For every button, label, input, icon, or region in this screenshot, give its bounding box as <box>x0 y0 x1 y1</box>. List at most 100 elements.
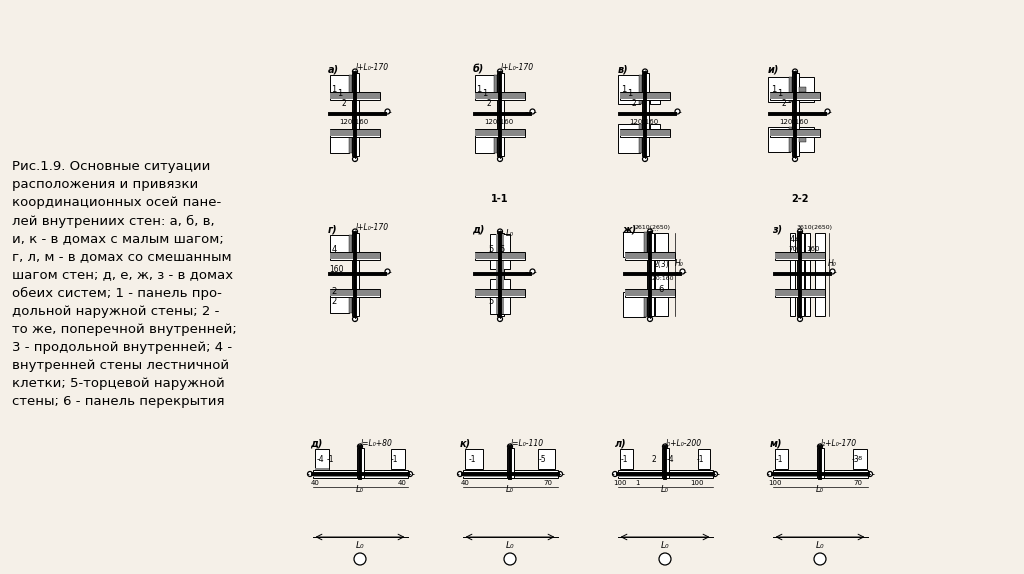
Bar <box>330 289 380 296</box>
Text: 2: 2 <box>332 297 337 306</box>
Text: L₀: L₀ <box>506 230 514 239</box>
Circle shape <box>498 316 503 321</box>
Text: l+L₀-170: l+L₀-170 <box>356 223 389 232</box>
Text: 70: 70 <box>788 246 797 252</box>
Bar <box>623 231 644 257</box>
Bar <box>799 76 813 102</box>
Text: 120:160: 120:160 <box>779 118 808 125</box>
Circle shape <box>508 444 512 449</box>
Bar <box>639 75 641 104</box>
Bar <box>330 290 349 313</box>
Circle shape <box>680 269 685 274</box>
Bar <box>772 470 867 478</box>
Bar <box>330 92 380 99</box>
Text: 120:160: 120:160 <box>339 118 368 125</box>
Bar <box>805 232 810 316</box>
Text: -1: -1 <box>696 455 703 463</box>
Text: l+L₀-170: l+L₀-170 <box>501 64 535 72</box>
Bar <box>775 251 825 259</box>
Bar <box>639 124 641 153</box>
Circle shape <box>793 69 798 74</box>
Circle shape <box>352 316 357 321</box>
Text: 1: 1 <box>771 84 776 94</box>
Circle shape <box>530 109 535 114</box>
Circle shape <box>504 553 516 565</box>
Bar <box>650 94 660 104</box>
Text: 2: 2 <box>332 287 337 296</box>
Circle shape <box>352 69 357 74</box>
Text: ж): ж) <box>623 224 637 234</box>
Bar <box>348 75 351 98</box>
Text: д): д) <box>472 224 485 234</box>
Text: -5: -5 <box>539 455 547 463</box>
Text: 120:160: 120:160 <box>629 118 658 125</box>
Circle shape <box>793 157 798 161</box>
Bar <box>330 130 349 153</box>
Text: г): г) <box>328 224 337 234</box>
Bar <box>497 232 504 316</box>
Bar <box>617 471 713 476</box>
Bar <box>348 235 351 258</box>
Bar <box>463 470 557 478</box>
Bar <box>330 235 349 258</box>
Text: д): д) <box>310 439 323 449</box>
Text: 70: 70 <box>543 480 552 486</box>
Bar <box>330 129 380 137</box>
Text: 1: 1 <box>337 88 343 98</box>
Circle shape <box>357 444 362 449</box>
Bar <box>348 130 351 153</box>
Bar <box>655 232 668 316</box>
Bar <box>775 289 825 296</box>
Text: 40: 40 <box>310 480 319 486</box>
Bar <box>799 87 806 91</box>
Text: 2(3): 2(3) <box>653 259 669 269</box>
Text: l=L₀-110: l=L₀-110 <box>511 439 544 448</box>
Bar <box>792 72 799 156</box>
Bar <box>330 75 349 98</box>
Bar <box>490 234 510 269</box>
Bar <box>646 232 653 316</box>
Text: L₀: L₀ <box>662 484 669 494</box>
Bar <box>475 129 525 137</box>
Bar <box>770 92 820 99</box>
Text: 2610(2650): 2610(2650) <box>635 226 671 231</box>
Text: и): и) <box>768 64 779 74</box>
Text: -1: -1 <box>469 455 476 463</box>
Circle shape <box>647 316 652 321</box>
Bar <box>770 129 820 137</box>
Circle shape <box>817 444 822 449</box>
Text: 1-1: 1-1 <box>492 194 509 204</box>
Text: 2: 2 <box>342 99 346 108</box>
Text: 5: 5 <box>488 297 494 306</box>
Bar <box>475 253 525 258</box>
Text: 3610(2650): 3610(2650) <box>797 226 833 231</box>
Bar <box>330 289 380 297</box>
Text: б): б) <box>472 64 483 74</box>
Bar <box>330 91 380 99</box>
Text: 120:160: 120:160 <box>484 118 513 125</box>
Text: 2: 2 <box>486 99 492 108</box>
Bar <box>797 232 804 316</box>
Text: -1: -1 <box>621 455 628 463</box>
Text: 120:160: 120:160 <box>648 277 674 281</box>
Bar <box>475 75 494 98</box>
Bar <box>644 292 646 316</box>
Circle shape <box>307 471 312 476</box>
Circle shape <box>830 269 835 274</box>
Text: L₀: L₀ <box>506 541 514 550</box>
Bar <box>620 129 670 137</box>
Bar <box>617 75 640 104</box>
Bar <box>475 289 525 296</box>
Bar <box>391 449 406 469</box>
Bar <box>625 251 675 259</box>
Circle shape <box>642 69 647 74</box>
Bar <box>625 253 675 258</box>
Bar <box>772 471 867 476</box>
Text: L₀: L₀ <box>355 541 365 550</box>
Circle shape <box>408 471 413 476</box>
Text: 2-2: 2-2 <box>792 194 809 204</box>
Text: -1: -1 <box>775 455 782 463</box>
Bar <box>475 130 525 135</box>
Bar <box>790 232 795 316</box>
Circle shape <box>675 109 680 114</box>
